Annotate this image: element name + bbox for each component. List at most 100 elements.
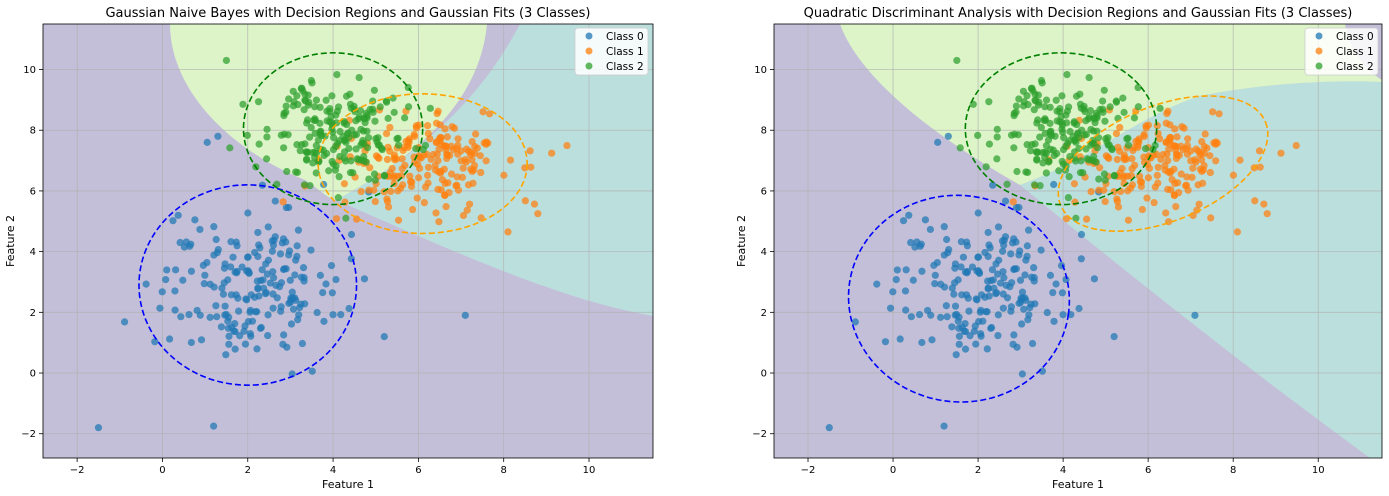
qda-legend-box (1304, 27, 1379, 76)
scatter-point-class-0 (158, 288, 166, 296)
scatter-point-class-1 (383, 155, 392, 164)
scatter-point-class-1 (1189, 164, 1197, 172)
scatter-point-class-2 (280, 144, 288, 152)
scatter-point-class-2 (1046, 128, 1054, 136)
scatter-point-class-2 (1072, 157, 1080, 165)
scatter-point-class-0 (251, 248, 259, 257)
scatter-point-class-1 (1112, 129, 1121, 138)
scatter-point-class-2 (1019, 87, 1028, 95)
scatter-point-class-2 (314, 136, 322, 144)
scatter-point-class-2 (1027, 85, 1036, 93)
scatter-point-class-1 (408, 178, 416, 186)
scatter-point-class-2 (239, 100, 247, 108)
scatter-point-class-1 (371, 197, 379, 206)
scatter-point-class-0 (987, 324, 995, 332)
x-tick-label: 6 (415, 465, 421, 476)
gaussian-fit-ellipse-class-1 (317, 93, 528, 235)
x-tick-label: 8 (1230, 465, 1236, 476)
gnb-legend-label-class-0: Class 0 (606, 31, 644, 43)
scatter-point-class-1 (1087, 187, 1095, 196)
scatter-point-class-1 (382, 129, 391, 138)
scatter-point-class-0 (236, 332, 244, 340)
scatter-point-class-2 (1015, 95, 1023, 103)
scatter-point-class-2 (306, 133, 314, 141)
scatter-point-class-2 (303, 119, 311, 127)
scatter-point-class-0 (955, 324, 963, 332)
scatter-point-class-1 (453, 173, 461, 181)
scatter-point-class-1 (365, 186, 373, 194)
scatter-point-class-0 (221, 302, 229, 310)
qda-gaussian-fits (847, 52, 1269, 403)
scatter-point-class-0 (1010, 331, 1018, 339)
scatter-point-class-2 (1037, 123, 1045, 132)
scatter-point-class-0 (174, 211, 182, 219)
scatter-point-class-2 (1093, 114, 1101, 122)
scatter-point-class-1 (1171, 125, 1179, 133)
scatter-point-class-2 (1130, 114, 1139, 122)
scatter-point-class-2 (1063, 70, 1071, 79)
scatter-point-class-1 (1009, 198, 1017, 206)
scatter-point-class-2 (956, 144, 964, 152)
scatter-point-class-2 (380, 171, 389, 180)
scatter-point-class-2 (363, 114, 371, 122)
scatter-point-class-2 (335, 137, 343, 145)
scatter-point-class-0 (886, 304, 895, 312)
scatter-point-class-2 (300, 181, 309, 189)
scatter-point-class-0 (825, 424, 833, 432)
scatter-point-class-1 (1206, 168, 1214, 177)
scatter-point-class-2 (346, 169, 355, 177)
scatter-point-class-0 (261, 290, 270, 298)
scatter-point-class-1 (1188, 173, 1196, 181)
scatter-point-class-1 (447, 170, 456, 178)
scatter-point-class-1 (1114, 203, 1123, 211)
x-tick-label: 6 (1145, 465, 1151, 476)
scatter-point-class-1 (423, 171, 432, 179)
scatter-point-class-2 (307, 123, 315, 132)
scatter-point-class-2 (277, 131, 285, 139)
qda-scatter-points (825, 56, 1300, 432)
scatter-point-class-0 (981, 248, 989, 257)
scatter-point-class-0 (217, 323, 226, 331)
scatter-point-class-1 (563, 141, 571, 150)
scatter-point-class-0 (285, 203, 293, 212)
qda-legend-label-class-1: Class 1 (1336, 46, 1374, 58)
scatter-point-class-0 (269, 241, 278, 249)
scatter-point-class-2 (1030, 181, 1039, 189)
scatter-point-class-2 (1036, 133, 1044, 141)
scatter-point-class-2 (262, 155, 271, 163)
scatter-point-class-1 (1070, 180, 1079, 188)
scatter-point-class-0 (955, 340, 963, 348)
scatter-point-class-1 (1096, 164, 1104, 172)
scatter-point-class-1 (1174, 179, 1182, 187)
scatter-point-class-0 (983, 345, 991, 353)
gaussian-fit-ellipse-class-2 (242, 52, 424, 206)
scatter-point-class-1 (468, 156, 476, 164)
scatter-point-class-1 (1166, 169, 1174, 177)
y-tick-label: 0 (761, 369, 767, 380)
scatter-point-class-1 (462, 145, 471, 153)
qda-panel: Quadratic Discriminant Analysis with Dec… (735, 6, 1383, 491)
scatter-point-class-0 (142, 280, 150, 288)
scatter-point-class-0 (224, 276, 232, 284)
scatter-point-class-1 (394, 187, 402, 195)
scatter-point-class-0 (277, 307, 285, 315)
scatter-point-class-2 (982, 163, 990, 171)
gnb-legend-box (574, 27, 649, 76)
scatter-point-class-2 (352, 145, 360, 153)
scatter-point-class-2 (1076, 169, 1085, 177)
scatter-point-class-1 (1131, 161, 1139, 169)
scatter-point-class-2 (371, 176, 379, 184)
scatter-point-class-1 (1170, 142, 1178, 150)
scatter-point-class-0 (1046, 271, 1055, 279)
scatter-point-class-1 (1182, 145, 1190, 153)
scatter-point-class-1 (387, 187, 395, 196)
scatter-point-class-1 (436, 137, 444, 145)
scatter-point-class-1 (1144, 174, 1152, 182)
scatter-point-class-0 (1043, 308, 1051, 317)
scatter-point-class-0 (179, 276, 187, 284)
scatter-point-class-0 (1049, 289, 1057, 297)
scatter-point-class-1 (1127, 172, 1135, 180)
scatter-point-class-0 (999, 268, 1007, 276)
scatter-point-class-0 (977, 291, 986, 299)
scatter-point-class-1 (406, 172, 414, 180)
